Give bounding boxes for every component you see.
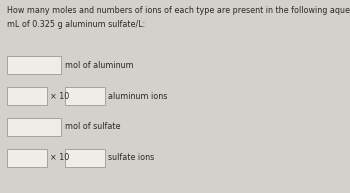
Text: sulfate ions: sulfate ions bbox=[108, 153, 154, 162]
Text: × 10: × 10 bbox=[50, 153, 69, 162]
Text: × 10: × 10 bbox=[50, 92, 69, 101]
FancyBboxPatch shape bbox=[65, 87, 105, 105]
Text: mol of sulfate: mol of sulfate bbox=[65, 123, 120, 131]
Text: mL of 0.325 g aluminum sulfate/L:: mL of 0.325 g aluminum sulfate/L: bbox=[7, 20, 145, 29]
Text: aluminum ions: aluminum ions bbox=[108, 92, 167, 101]
FancyBboxPatch shape bbox=[7, 118, 61, 136]
FancyBboxPatch shape bbox=[7, 56, 61, 74]
FancyBboxPatch shape bbox=[7, 87, 47, 105]
FancyBboxPatch shape bbox=[65, 149, 105, 167]
FancyBboxPatch shape bbox=[7, 149, 47, 167]
Text: mol of aluminum: mol of aluminum bbox=[65, 61, 133, 70]
Text: How many moles and numbers of ions of each type are present in the following aqu: How many moles and numbers of ions of ea… bbox=[7, 6, 350, 15]
